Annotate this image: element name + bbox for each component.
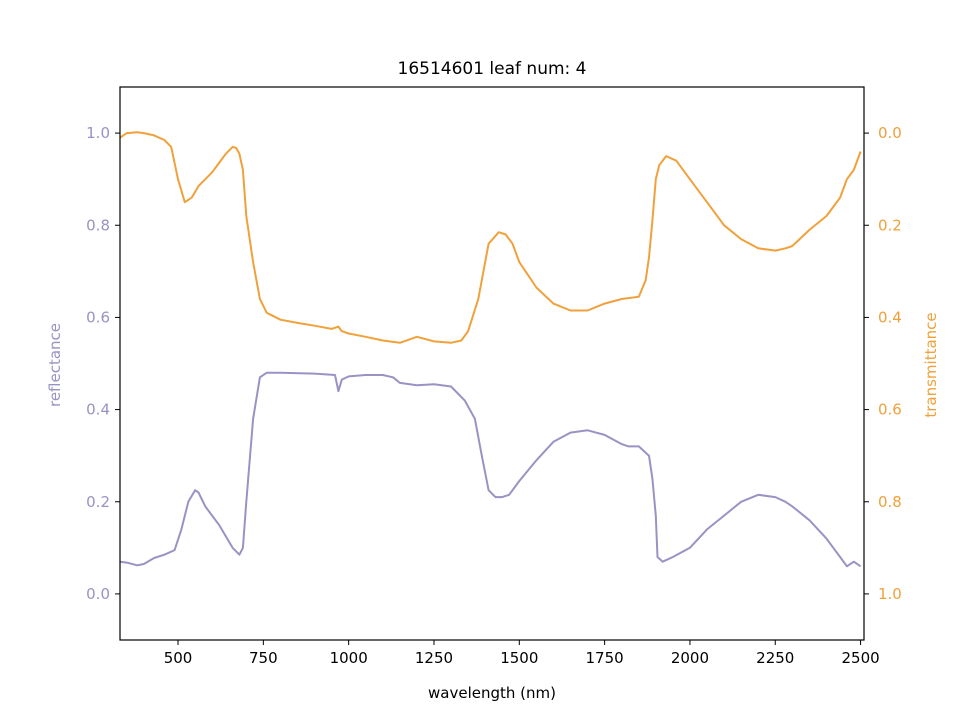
left-y-tick-label: 0.6 — [86, 308, 110, 326]
right-y-axis-label: transmittance — [922, 312, 940, 417]
left-y-tick-label: 0.8 — [86, 216, 110, 234]
right-y-tick-label: 0.8 — [878, 493, 902, 511]
right-y-tick-label: 0.6 — [878, 401, 902, 419]
x-tick-label: 2250 — [756, 649, 794, 667]
x-tick-label: 1750 — [586, 649, 624, 667]
x-tick-label: 1250 — [415, 649, 453, 667]
transmittance-line — [119, 131, 862, 344]
plot-area — [119, 131, 862, 568]
right-y-tick-label: 0.0 — [878, 124, 902, 142]
left-y-tick-label: 1.0 — [86, 124, 110, 142]
x-tick-label: 2000 — [671, 649, 709, 667]
axes-frame — [119, 86, 865, 641]
right-y-axis: 0.0 0.2 0.4 0.6 0.8 1.0 — [864, 124, 902, 603]
chart-title: 16514601 leaf num: 4 — [398, 59, 587, 79]
x-tick-label: 750 — [249, 649, 278, 667]
x-tick-label: 2500 — [841, 649, 879, 667]
x-tick-label: 1500 — [500, 649, 538, 667]
x-tick-label: 1000 — [330, 649, 368, 667]
left-y-tick-label: 0.4 — [86, 401, 110, 419]
left-y-tick-label: 0.2 — [86, 493, 110, 511]
left-y-axis: 0.0 0.2 0.4 0.6 0.8 1.0 — [86, 124, 120, 603]
x-axis: 500 750 1000 1250 1500 1750 2000 2250 2500 — [164, 640, 880, 667]
x-axis-label: wavelength (nm) — [428, 684, 556, 702]
reflectance-line — [119, 371, 862, 568]
x-tick-label: 500 — [164, 649, 193, 667]
right-y-tick-label: 0.4 — [878, 308, 902, 326]
left-y-axis-label: reflectance — [46, 323, 64, 407]
left-y-tick-label: 0.0 — [86, 585, 110, 603]
right-y-tick-label: 1.0 — [878, 585, 902, 603]
right-y-tick-label: 0.2 — [878, 216, 902, 234]
